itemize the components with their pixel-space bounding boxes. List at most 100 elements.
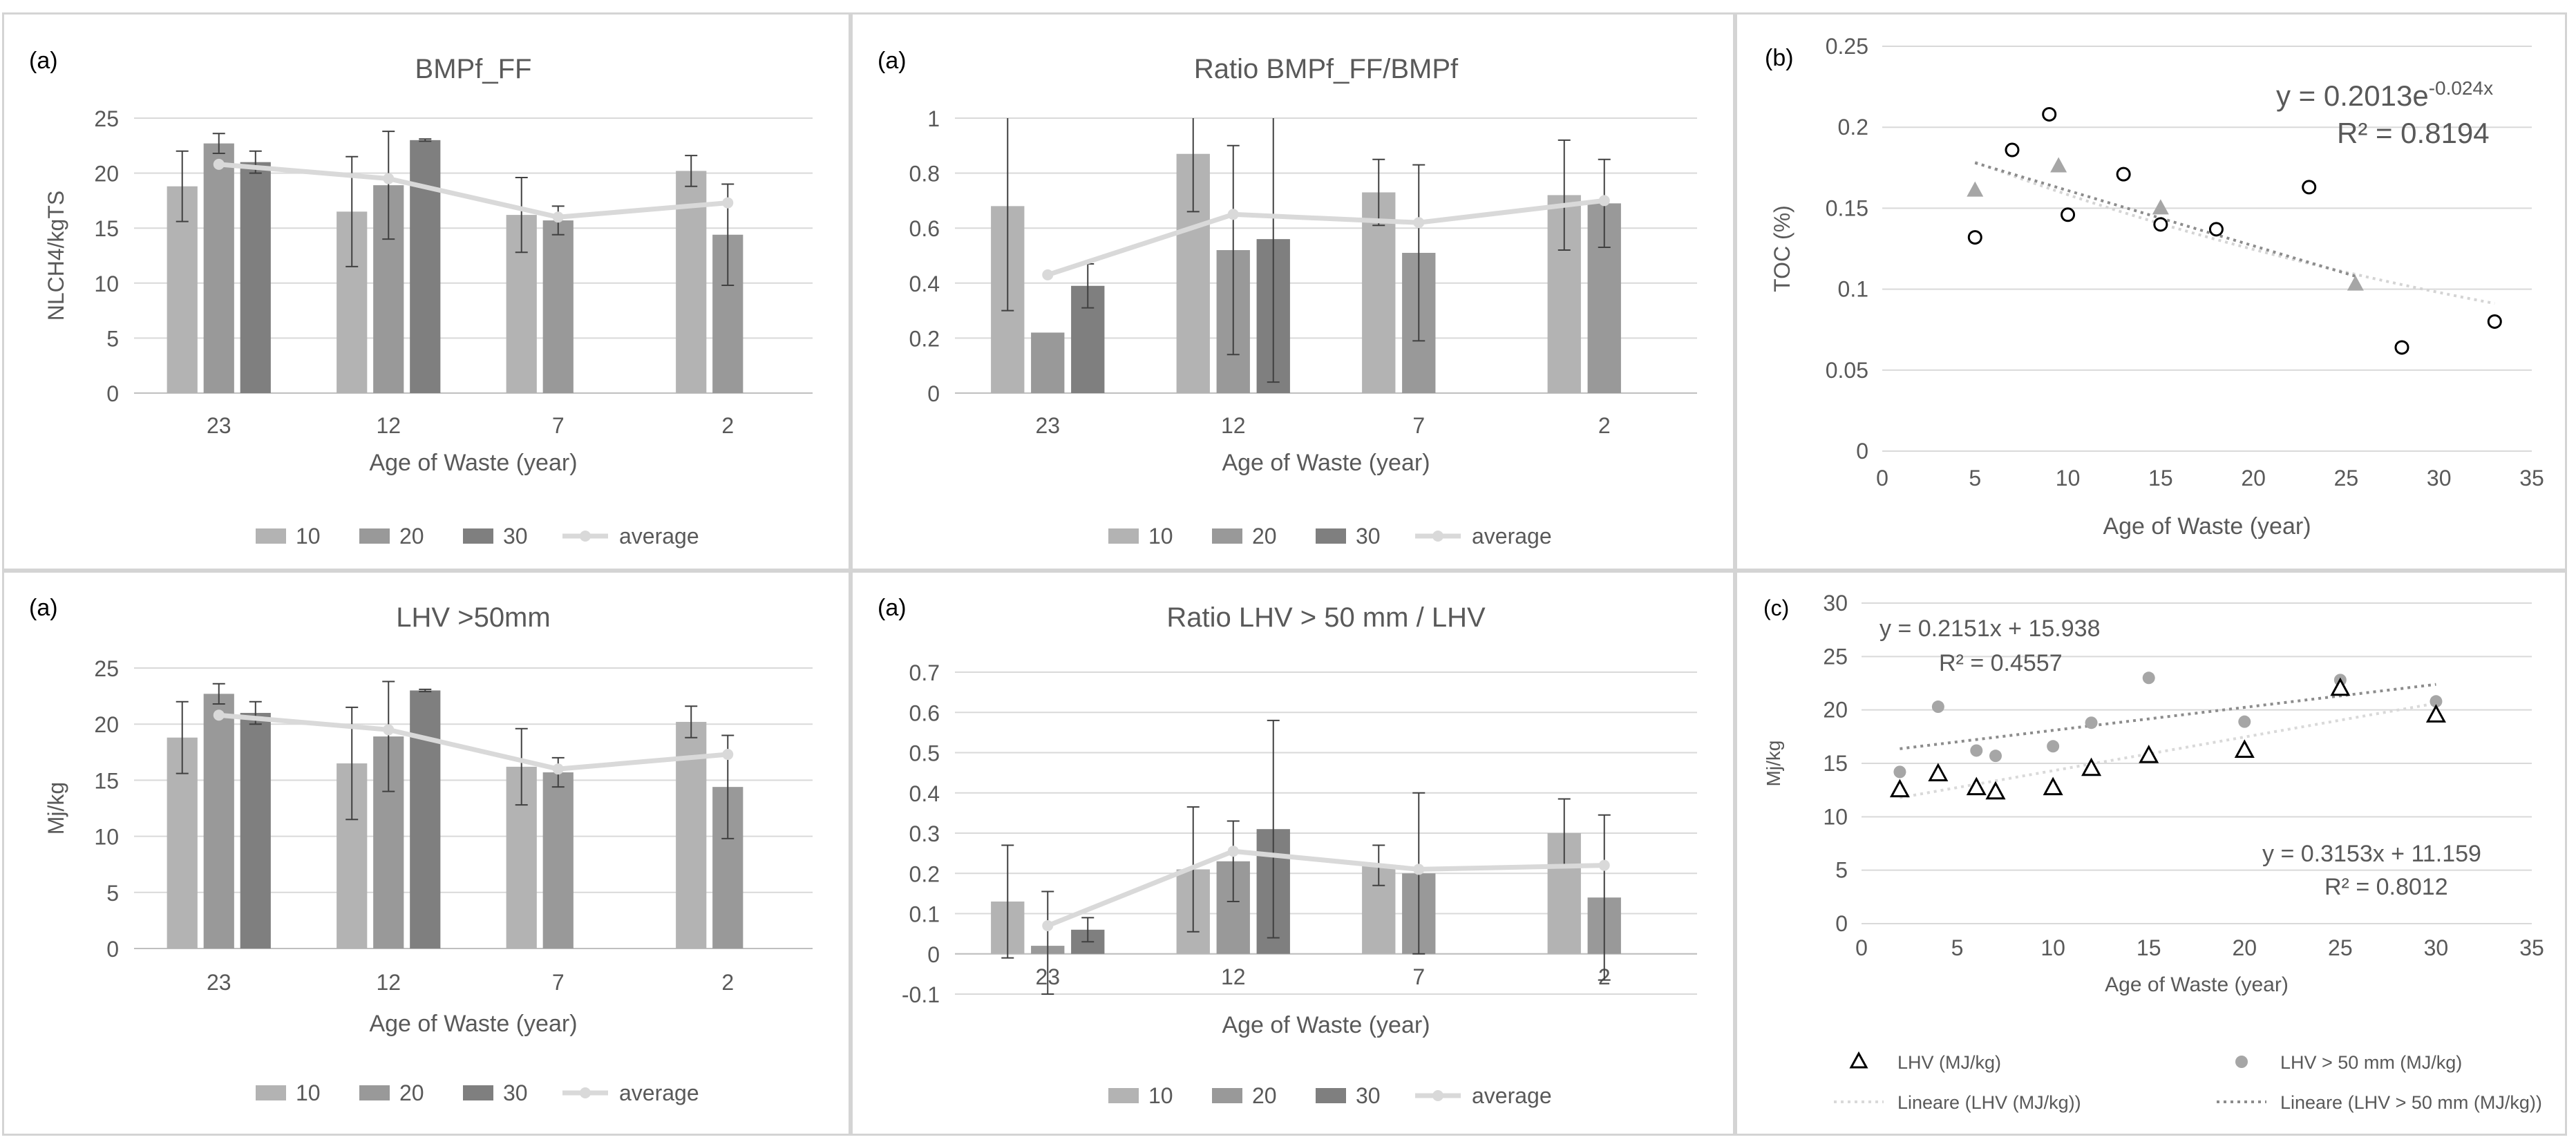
bar <box>203 143 234 393</box>
y-tick-label: 0.3 <box>909 821 940 846</box>
x-axis-label: Age of Waste (year) <box>369 1011 577 1037</box>
legend-swatch <box>1212 1088 1242 1103</box>
x-tick-label: 20 <box>2232 935 2257 960</box>
legend-label: average <box>1472 1083 1552 1108</box>
x-tick-label: 12 <box>376 413 401 438</box>
x-tick-label: 23 <box>1035 413 1060 438</box>
legend-swatch <box>1108 528 1139 544</box>
equation-exponent: -0.024x <box>2429 77 2493 99</box>
average-line <box>1046 848 1604 928</box>
data-point-circle <box>2061 207 2076 222</box>
y-tick-label: 30 <box>1823 591 1848 616</box>
r-squared: R² = 0.8194 <box>2337 117 2490 149</box>
legend-label: 30 <box>503 524 528 549</box>
y-tick-label: 0.2 <box>909 861 940 886</box>
data-point-circle <box>2153 217 2168 232</box>
x-tick-label: 0 <box>1855 935 1868 960</box>
r-squared-2: R² = 0.8012 <box>2324 874 2448 900</box>
x-tick-label: 0 <box>1876 466 1888 490</box>
y-tick-label: 0.2 <box>909 326 940 351</box>
y-tick-label: 0.2 <box>1838 115 1868 140</box>
x-axis-label: Age of Waste (year) <box>1222 450 1430 476</box>
x-tick-label: 10 <box>2040 935 2065 960</box>
y-axis-label: NLCH4/kgTS <box>44 191 68 321</box>
y-tick-label: 10 <box>1823 804 1848 829</box>
legend-marker <box>1432 1090 1443 1101</box>
y-tick-label: 0.7 <box>909 660 940 685</box>
average-line <box>218 712 728 772</box>
y-tick-label: 5 <box>106 326 119 351</box>
chart-panel-ratio-lhv: (a) Ratio LHV > 50 mm / LHV -0.1 0 0.1 0.2 0.3… <box>851 571 1735 1136</box>
data-point-triangle <box>2234 739 2255 758</box>
y-tick-label: 15 <box>1823 751 1848 776</box>
data-point-circle <box>2208 222 2224 237</box>
panel-tag: (a) <box>878 595 907 621</box>
y-tick-label: 25 <box>94 106 119 131</box>
data-point-triangle <box>2347 275 2364 291</box>
data-point-circle <box>1967 230 1982 245</box>
chart-svg: (a) BMPf_FF 0 5 10 15 20 25 NLCH4/kgTS 23 12 7 2 Age … <box>29 48 813 549</box>
average-marker <box>552 763 564 775</box>
legend-swatch <box>463 1085 493 1100</box>
legend-label: 30 <box>1356 1083 1381 1108</box>
data-point-circle <box>2394 340 2409 355</box>
legend-marker-triangle <box>1849 1051 1868 1069</box>
data-point-circle <box>2302 180 2317 195</box>
chart-panel-lhv-50mm: (a) LHV >50mm 0 5 10 15 20 25 Mj/kg 23 12 7 2 Age of … <box>2 571 851 1136</box>
chart-svg: (a) LHV >50mm 0 5 10 15 20 25 Mj/kg 23 12 7 2 Age of … <box>29 595 813 1105</box>
y-tick-label: 1 <box>927 106 940 131</box>
data-point-circle <box>2142 671 2155 685</box>
legend-label: 30 <box>503 1080 528 1105</box>
x-tick-label: 25 <box>2328 935 2353 960</box>
average-marker <box>1042 919 1054 931</box>
x-tick-label: 15 <box>2137 935 2161 960</box>
average-marker <box>383 724 395 736</box>
legend-swatch <box>256 528 286 544</box>
x-tick-label: 7 <box>552 413 565 438</box>
average-marker <box>213 709 225 721</box>
legend-swatch <box>1316 1088 1346 1103</box>
legend-marker <box>580 531 591 542</box>
chart-panel-ratio-bmpf: (a) Ratio BMPf_FF/BMPf 0 0.2 0.4 0.6 0.8 1 23 12 7… <box>851 12 1735 571</box>
data-point-circle <box>1931 700 1944 714</box>
x-tick-label: 12 <box>1221 413 1246 438</box>
x-axis-label: Age of Waste (year) <box>2103 513 2311 540</box>
data-point-triangle <box>2139 745 2159 763</box>
x-axis-label: Age of Waste (year) <box>369 450 577 476</box>
average-marker <box>1598 859 1610 871</box>
trend-line <box>1900 702 2436 799</box>
y-tick-label: 0.6 <box>909 216 940 241</box>
legend-marker <box>1432 531 1443 542</box>
data-point-triangle <box>1928 763 1949 781</box>
y-tick-label: 25 <box>1823 644 1848 669</box>
x-tick-label: 10 <box>2056 466 2081 490</box>
y-tick-label: 20 <box>94 712 119 737</box>
data-point-triangle <box>2152 199 2169 215</box>
bar <box>542 772 574 948</box>
y-tick-label: 0.4 <box>909 271 940 296</box>
x-tick-label: 15 <box>2148 466 2173 490</box>
y-tick-label: 10 <box>94 825 119 850</box>
panel-tag: (a) <box>29 595 58 621</box>
data-point-circle <box>2238 715 2251 728</box>
y-tick-label: 0 <box>1835 911 1848 936</box>
average-marker <box>1227 846 1239 857</box>
y-tick-label: 20 <box>1823 698 1848 723</box>
legend-label: average <box>1472 524 1552 549</box>
panel-tag: (b) <box>1765 45 1794 71</box>
data-point-triangle <box>2043 776 2063 796</box>
data-point-circle <box>2116 166 2131 182</box>
x-tick-label: 7 <box>1412 964 1425 989</box>
data-point-circle <box>1989 750 2002 763</box>
average-marker <box>1413 217 1425 229</box>
chart-svg: (a) Ratio LHV > 50 mm / LHV -0.1 0 0.1 0.2 0.3… <box>878 595 1697 1108</box>
y-tick-label: -0.1 <box>902 982 940 1007</box>
y-tick-label: 0.6 <box>909 700 940 725</box>
trend-line <box>1900 683 2436 750</box>
y-tick-label: 0.05 <box>1826 358 1868 383</box>
x-tick-label: 20 <box>2241 466 2266 490</box>
y-axis-label: TOC (%) <box>1770 205 1794 292</box>
y-tick-label: 0.25 <box>1826 34 1868 59</box>
r-squared-1: R² = 0.4557 <box>1939 650 2063 676</box>
legend-label: 10 <box>1148 524 1173 549</box>
